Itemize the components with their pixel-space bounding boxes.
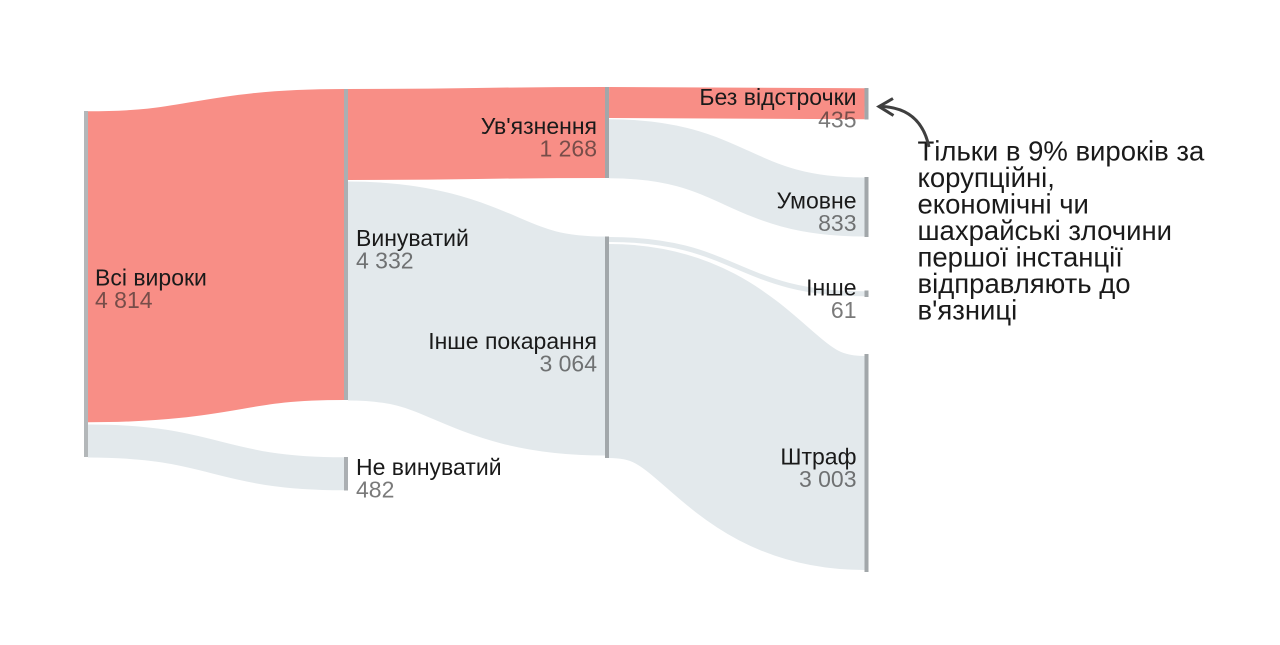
- svg-text:3 003: 3 003: [799, 466, 857, 492]
- svg-text:61: 61: [831, 297, 857, 323]
- svg-text:3 064: 3 064: [539, 351, 597, 377]
- svg-text:Без відстрочки: Без відстрочки: [699, 84, 856, 110]
- svg-text:Інше покарання: Інше покарання: [428, 328, 597, 354]
- svg-text:Тільки в 9% вироків за: Тільки в 9% вироків за: [918, 136, 1206, 167]
- svg-text:першої інстанції: першої інстанції: [918, 242, 1124, 273]
- svg-text:435: 435: [818, 107, 856, 133]
- svg-text:шахрайські злочини: шахрайські злочини: [918, 215, 1173, 246]
- svg-text:4 332: 4 332: [356, 248, 414, 274]
- svg-text:4 814: 4 814: [95, 287, 153, 313]
- svg-text:корупційні,: корупційні,: [918, 162, 1055, 193]
- svg-text:833: 833: [818, 210, 856, 236]
- svg-text:економічні чи: економічні чи: [918, 189, 1089, 220]
- svg-text:відправляють до: відправляють до: [918, 268, 1131, 299]
- svg-text:482: 482: [356, 477, 394, 503]
- svg-text:Інше: Інше: [806, 274, 856, 300]
- svg-text:в'язниці: в'язниці: [918, 295, 1018, 326]
- svg-text:Ув'язнення: Ув'язнення: [481, 113, 597, 139]
- svg-text:Винуватий: Винуватий: [356, 225, 469, 251]
- svg-text:1 268: 1 268: [539, 136, 597, 162]
- svg-text:Умовне: Умовне: [777, 187, 857, 213]
- svg-text:Всі вироки: Всі вироки: [95, 265, 207, 291]
- svg-text:Не винуватий: Не винуватий: [356, 454, 502, 480]
- svg-text:Штраф: Штраф: [780, 443, 856, 469]
